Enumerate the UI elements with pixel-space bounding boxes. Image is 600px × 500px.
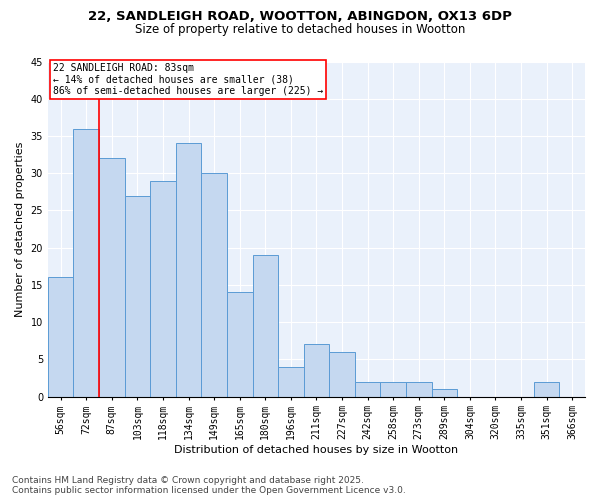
Bar — [202, 173, 227, 396]
Bar — [304, 344, 329, 397]
Bar — [73, 128, 99, 396]
Bar — [125, 196, 150, 396]
Text: Size of property relative to detached houses in Wootton: Size of property relative to detached ho… — [135, 22, 465, 36]
Text: 22 SANDLEIGH ROAD: 83sqm
← 14% of detached houses are smaller (38)
86% of semi-d: 22 SANDLEIGH ROAD: 83sqm ← 14% of detach… — [53, 63, 323, 96]
Bar — [431, 389, 457, 396]
Bar — [278, 367, 304, 396]
Bar — [176, 144, 202, 396]
Bar — [227, 292, 253, 397]
Bar — [355, 382, 380, 396]
Text: Contains HM Land Registry data © Crown copyright and database right 2025.
Contai: Contains HM Land Registry data © Crown c… — [12, 476, 406, 495]
Y-axis label: Number of detached properties: Number of detached properties — [15, 142, 25, 316]
Bar — [150, 180, 176, 396]
Bar — [329, 352, 355, 397]
Bar — [99, 158, 125, 396]
Bar — [406, 382, 431, 396]
Text: 22, SANDLEIGH ROAD, WOOTTON, ABINGDON, OX13 6DP: 22, SANDLEIGH ROAD, WOOTTON, ABINGDON, O… — [88, 10, 512, 23]
X-axis label: Distribution of detached houses by size in Wootton: Distribution of detached houses by size … — [175, 445, 458, 455]
Bar — [534, 382, 559, 396]
Bar — [253, 255, 278, 396]
Bar — [48, 278, 73, 396]
Bar — [380, 382, 406, 396]
